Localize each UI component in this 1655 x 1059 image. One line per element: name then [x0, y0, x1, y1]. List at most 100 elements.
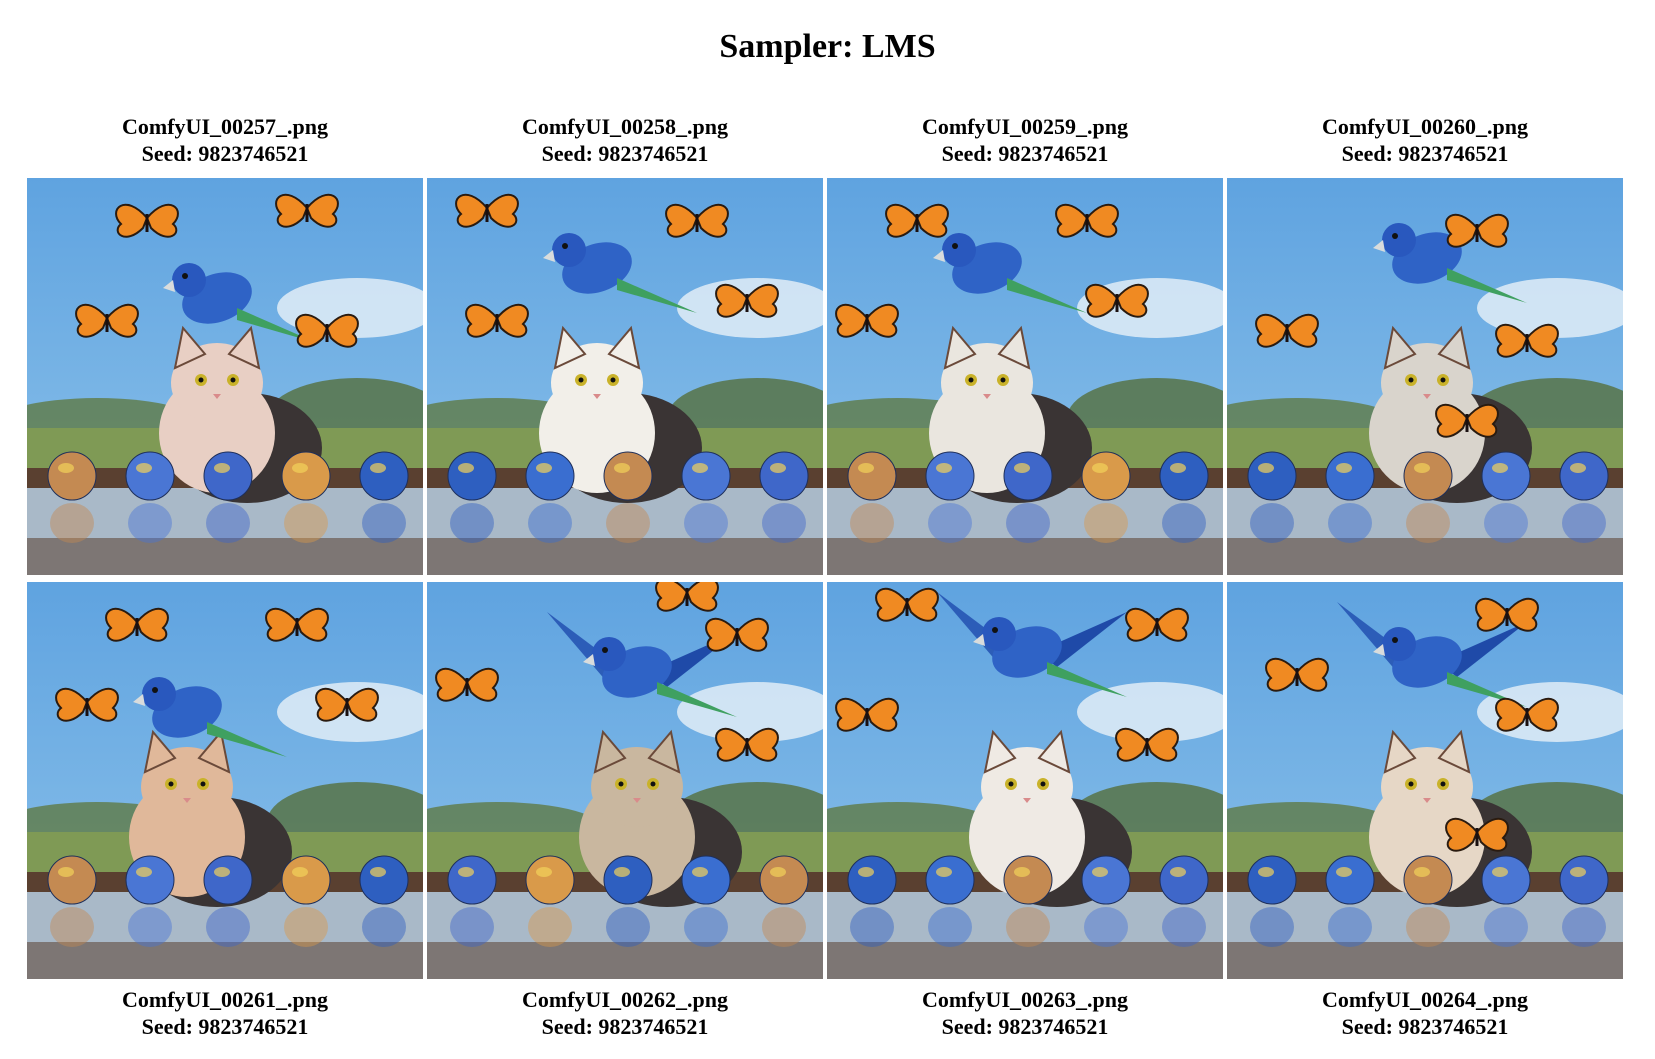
- image-filename: ComfyUI_00261_.png: [122, 987, 328, 1012]
- reflection: [1006, 907, 1050, 947]
- butterfly: [1445, 213, 1509, 248]
- planet-ball: [359, 855, 409, 905]
- butterfly: [55, 687, 119, 722]
- image-filename: ComfyUI_00264_.png: [1322, 987, 1528, 1012]
- butterfly: [295, 313, 359, 348]
- reflection: [206, 907, 250, 947]
- butterfly: [265, 607, 329, 642]
- generated-image-6[interactable]: [427, 582, 823, 979]
- planet-ball: [281, 855, 331, 905]
- generated-image-4[interactable]: [1227, 178, 1623, 575]
- butterfly: [115, 203, 179, 238]
- caption-2: ComfyUI_00258_.png Seed: 9823746521: [427, 113, 823, 167]
- butterfly: [435, 667, 499, 702]
- parrot: [933, 233, 1087, 313]
- parrot: [543, 233, 697, 313]
- generated-image-1[interactable]: [27, 178, 423, 575]
- planet-ball: [281, 451, 331, 501]
- caption-7: ComfyUI_00263_.png Seed: 9823746521: [827, 986, 1223, 1040]
- butterfly: [1475, 597, 1539, 632]
- planet-ball: [447, 451, 497, 501]
- image-seed: Seed: 9823746521: [541, 1014, 709, 1039]
- butterfly: [75, 303, 139, 338]
- reflection: [50, 503, 94, 543]
- generated-image-3[interactable]: [827, 178, 1223, 575]
- caption-6: ComfyUI_00262_.png Seed: 9823746521: [427, 986, 823, 1040]
- planet-ball: [125, 451, 175, 501]
- butterfly: [885, 203, 949, 238]
- reflection: [1484, 503, 1528, 543]
- planet-ball: [759, 855, 809, 905]
- cloud: [1077, 682, 1223, 742]
- planet-ball: [1081, 451, 1131, 501]
- image-seed: Seed: 9823746521: [1341, 1014, 1509, 1039]
- reflection: [1250, 907, 1294, 947]
- caption-1: ComfyUI_00257_.png Seed: 9823746521: [27, 113, 423, 167]
- planet-ball: [1325, 855, 1375, 905]
- image-filename: ComfyUI_00257_.png: [122, 114, 328, 139]
- reflection: [606, 907, 650, 947]
- planet-ball: [125, 855, 175, 905]
- image-filename: ComfyUI_00263_.png: [922, 987, 1128, 1012]
- cloud: [1477, 278, 1623, 338]
- planet-ball: [1403, 451, 1453, 501]
- image-seed: Seed: 9823746521: [541, 141, 709, 166]
- planet-ball: [1325, 451, 1375, 501]
- parrot: [937, 592, 1127, 697]
- planet-ball: [525, 855, 575, 905]
- reflection: [1484, 907, 1528, 947]
- butterfly: [1085, 283, 1149, 318]
- butterfly: [1255, 313, 1319, 348]
- planet-ball: [603, 855, 653, 905]
- planet-ball: [1559, 855, 1609, 905]
- reflection: [528, 907, 572, 947]
- reflection: [284, 907, 328, 947]
- planet-ball: [1481, 451, 1531, 501]
- butterfly: [665, 203, 729, 238]
- planet-ball: [847, 451, 897, 501]
- planet-ball: [203, 451, 253, 501]
- butterfly: [715, 283, 779, 318]
- reflection: [928, 907, 972, 947]
- image-filename: ComfyUI_00259_.png: [922, 114, 1128, 139]
- planet-ball: [925, 451, 975, 501]
- reflection: [1562, 907, 1606, 947]
- image-filename: ComfyUI_00260_.png: [1322, 114, 1528, 139]
- butterfly: [715, 727, 779, 762]
- image-filename: ComfyUI_00258_.png: [522, 114, 728, 139]
- reflection: [450, 907, 494, 947]
- planet-ball: [203, 855, 253, 905]
- reflection: [1406, 503, 1450, 543]
- reflection: [850, 907, 894, 947]
- butterfly: [835, 697, 899, 732]
- generated-image-8[interactable]: [1227, 582, 1623, 979]
- reflection: [1562, 503, 1606, 543]
- reflection: [284, 503, 328, 543]
- reflection: [528, 503, 572, 543]
- reflection: [1406, 907, 1450, 947]
- caption-8: ComfyUI_00264_.png Seed: 9823746521: [1227, 986, 1623, 1040]
- reflection: [762, 503, 806, 543]
- butterfly: [1125, 607, 1189, 642]
- generated-image-2[interactable]: [427, 178, 823, 575]
- planet-ball: [47, 855, 97, 905]
- page-title: Sampler: LMS: [719, 28, 936, 65]
- generated-image-5[interactable]: [27, 582, 423, 979]
- reflection: [1250, 503, 1294, 543]
- planet-ball: [47, 451, 97, 501]
- generated-image-7[interactable]: [827, 582, 1223, 979]
- image-seed: Seed: 9823746521: [941, 141, 1109, 166]
- planet-ball: [925, 855, 975, 905]
- reflection: [762, 907, 806, 947]
- reflection: [1006, 503, 1050, 543]
- planet-ball: [1159, 451, 1209, 501]
- reflection: [1084, 907, 1128, 947]
- planet-ball: [1247, 451, 1297, 501]
- butterfly: [1445, 817, 1509, 852]
- butterfly: [315, 687, 379, 722]
- planet-ball: [681, 855, 731, 905]
- reflection: [362, 907, 406, 947]
- reflection: [1084, 503, 1128, 543]
- planet-ball: [359, 451, 409, 501]
- butterfly: [1495, 323, 1559, 358]
